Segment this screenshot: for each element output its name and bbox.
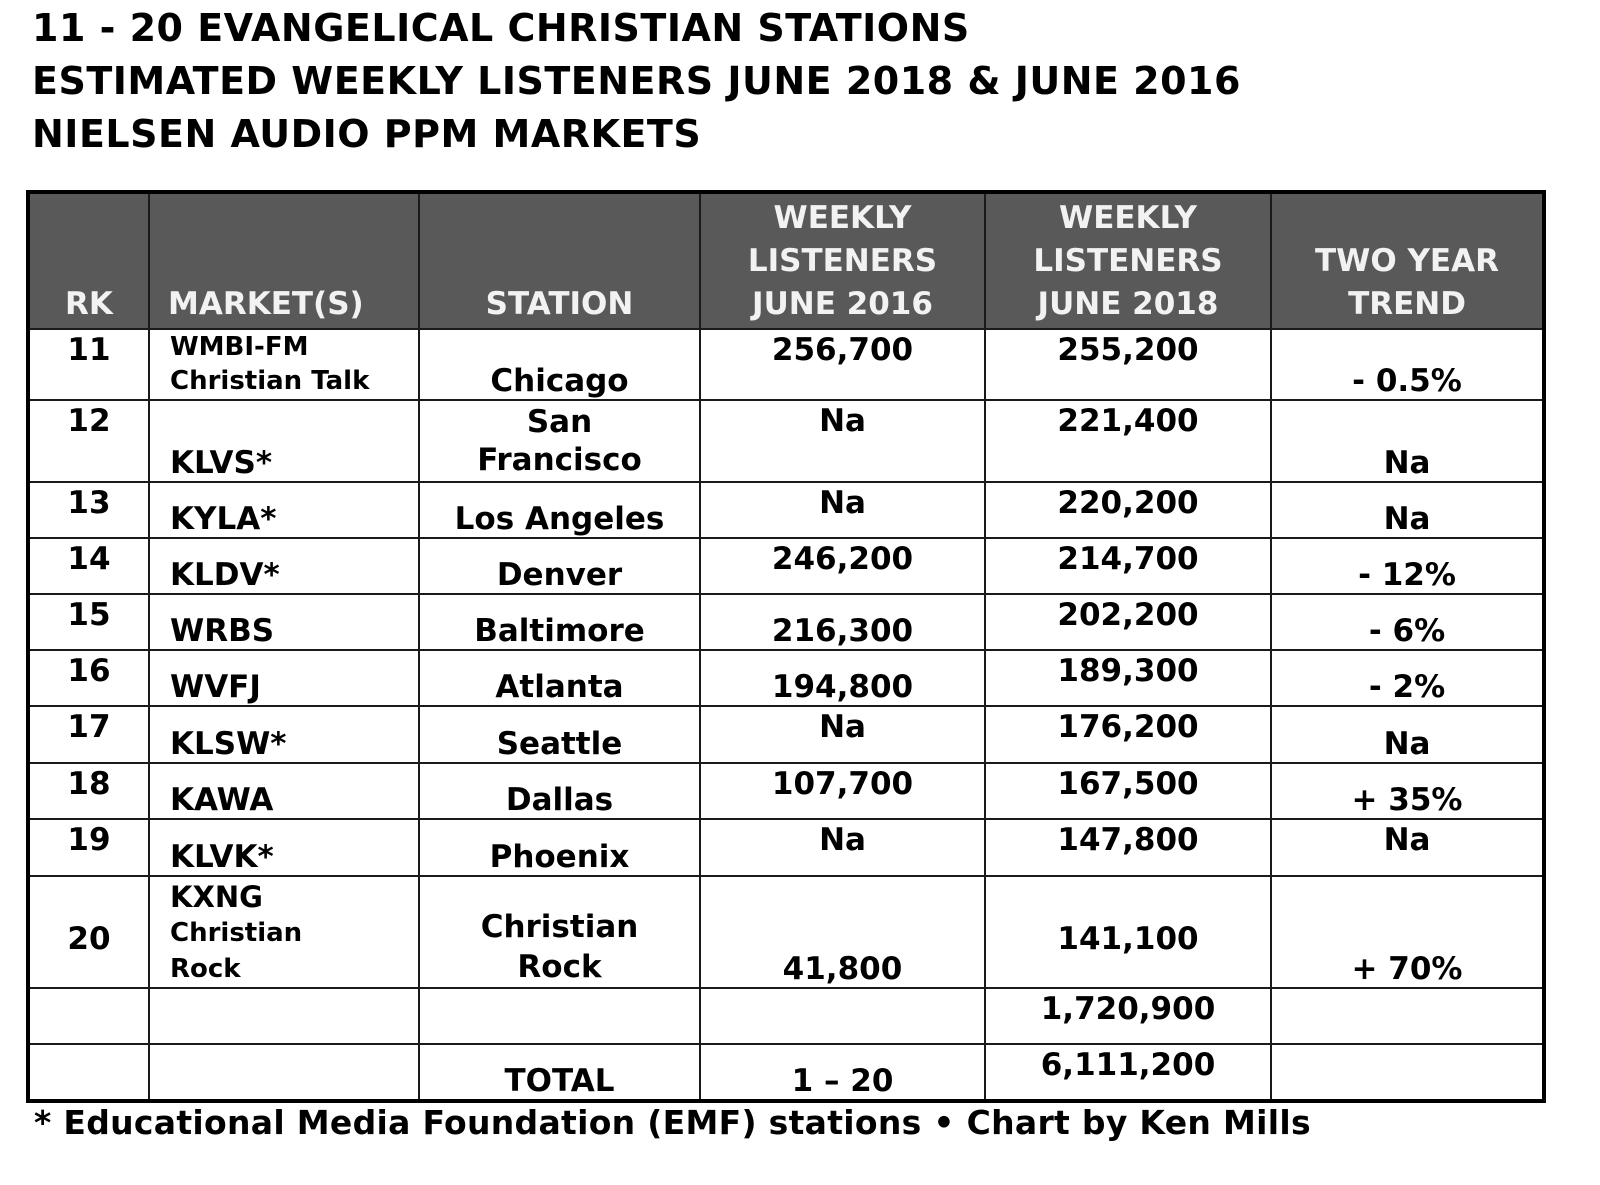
station-cell: San Francisco bbox=[418, 399, 701, 483]
rank-cell: 13 bbox=[27, 481, 150, 539]
trend-cell: Na bbox=[1270, 818, 1545, 877]
market-cell: KLVK* bbox=[148, 818, 420, 877]
trend-cell: - 2% bbox=[1270, 649, 1545, 707]
station-cell: Phoenix bbox=[418, 818, 701, 877]
total-2018-cell: 6,111,200 bbox=[984, 1043, 1272, 1102]
title-line-1: 11 - 20 EVANGELICAL CHRISTIAN STATIONS bbox=[32, 6, 970, 50]
market-cell: WVFJ bbox=[148, 649, 420, 707]
market-cell: KAWA bbox=[148, 762, 420, 820]
total-label-cell: TOTAL bbox=[418, 1043, 701, 1102]
trend-cell: + 70% bbox=[1270, 875, 1545, 989]
market-cell: KLVS* bbox=[148, 399, 420, 483]
table-row: 18 KAWA Dallas 107,700 167,500 + 35% bbox=[27, 762, 1545, 820]
listeners-2016-cell: 107,700 bbox=[699, 762, 986, 820]
listeners-table: RK MARKET(S) STATION WEEKLY LISTENERS JU… bbox=[26, 190, 1546, 1103]
listeners-2016-cell: 194,800 bbox=[699, 649, 986, 707]
station-cell: Los Angeles bbox=[418, 481, 701, 539]
table-row: 17 KLSW* Seattle Na 176,200 Na bbox=[27, 705, 1545, 764]
header-rk: RK bbox=[27, 191, 150, 330]
market-cell: WMBI-FM Christian Talk bbox=[148, 328, 420, 401]
table-row: 11 WMBI-FM Christian Talk Chicago 256,70… bbox=[27, 328, 1545, 401]
listeners-2016-cell: Na bbox=[699, 705, 986, 764]
subtotal-row: 1,720,900 bbox=[27, 987, 1545, 1045]
rank-cell: 18 bbox=[27, 762, 150, 820]
listeners-2018-cell: 220,200 bbox=[984, 481, 1272, 539]
rank-cell: 20 bbox=[27, 875, 150, 989]
market-cell: KXNG Christian Rock bbox=[148, 875, 420, 989]
header-weekly-2018: WEEKLY LISTENERS JUNE 2018 bbox=[984, 191, 1272, 330]
listeners-2018-cell: 255,200 bbox=[984, 328, 1272, 401]
header-row: RK MARKET(S) STATION WEEKLY LISTENERS JU… bbox=[27, 191, 1545, 330]
rank-cell: 16 bbox=[27, 649, 150, 707]
table-row: 12 KLVS* San Francisco Na 221,400 Na bbox=[27, 399, 1545, 483]
market-cell: KLSW* bbox=[148, 705, 420, 764]
rank-cell: 12 bbox=[27, 399, 150, 483]
table-row: 19 KLVK* Phoenix Na 147,800 Na bbox=[27, 818, 1545, 877]
total-row: TOTAL 1 – 20 6,111,200 bbox=[27, 1043, 1545, 1102]
table-row: 20 KXNG Christian Rock Christian Rock 41… bbox=[27, 875, 1545, 989]
subtotal-2018-cell: 1,720,900 bbox=[984, 987, 1272, 1045]
listeners-2018-cell: 189,300 bbox=[984, 649, 1272, 707]
header-station: STATION bbox=[418, 191, 701, 330]
trend-cell: - 0.5% bbox=[1270, 328, 1545, 401]
listeners-2016-cell: Na bbox=[699, 481, 986, 539]
station-cell: Denver bbox=[418, 537, 701, 595]
trend-cell: - 12% bbox=[1270, 537, 1545, 595]
trend-cell: + 35% bbox=[1270, 762, 1545, 820]
trend-cell: Na bbox=[1270, 705, 1545, 764]
header-two-year-trend: TWO YEAR TREND bbox=[1270, 191, 1545, 330]
station-cell: Chicago bbox=[418, 328, 701, 401]
rank-cell: 15 bbox=[27, 593, 150, 651]
listeners-2016-cell: 41,800 bbox=[699, 875, 986, 989]
station-cell: Baltimore bbox=[418, 593, 701, 651]
market-cell: KYLA* bbox=[148, 481, 420, 539]
listeners-2018-cell: 167,500 bbox=[984, 762, 1272, 820]
table-row: 13 KYLA* Los Angeles Na 220,200 Na bbox=[27, 481, 1545, 539]
listeners-2016-cell: Na bbox=[699, 818, 986, 877]
table-row: 16 WVFJ Atlanta 194,800 189,300 - 2% bbox=[27, 649, 1545, 707]
station-cell: Dallas bbox=[418, 762, 701, 820]
table-row: 15 WRBS Baltimore 216,300 202,200 - 6% bbox=[27, 593, 1545, 651]
total-range-cell: 1 – 20 bbox=[699, 1043, 986, 1102]
listeners-2016-cell: 246,200 bbox=[699, 537, 986, 595]
station-cell: Christian Rock bbox=[418, 875, 701, 989]
listeners-2018-cell: 176,200 bbox=[984, 705, 1272, 764]
listeners-2018-cell: 147,800 bbox=[984, 818, 1272, 877]
trend-cell: Na bbox=[1270, 399, 1545, 483]
title-line-3: NIELSEN AUDIO PPM MARKETS bbox=[32, 112, 702, 156]
station-cell: Atlanta bbox=[418, 649, 701, 707]
listeners-2018-cell: 221,400 bbox=[984, 399, 1272, 483]
listeners-2018-cell: 141,100 bbox=[984, 875, 1272, 989]
header-weekly-2016: WEEKLY LISTENERS JUNE 2016 bbox=[699, 191, 986, 330]
market-cell: KLDV* bbox=[148, 537, 420, 595]
trend-cell: - 6% bbox=[1270, 593, 1545, 651]
listeners-2018-cell: 214,700 bbox=[984, 537, 1272, 595]
rank-cell: 19 bbox=[27, 818, 150, 877]
footnote: * Educational Media Foundation (EMF) sta… bbox=[34, 1103, 1311, 1142]
title-line-2: ESTIMATED WEEKLY LISTENERS JUNE 2018 & J… bbox=[32, 59, 1241, 103]
listeners-2016-cell: 256,700 bbox=[699, 328, 986, 401]
rank-cell: 17 bbox=[27, 705, 150, 764]
listeners-2018-cell: 202,200 bbox=[984, 593, 1272, 651]
table-row: 14 KLDV* Denver 246,200 214,700 - 12% bbox=[27, 537, 1545, 595]
header-market: MARKET(S) bbox=[148, 191, 420, 330]
chart-title: 11 - 20 EVANGELICAL CHRISTIAN STATIONS E… bbox=[32, 2, 1241, 161]
station-cell: Seattle bbox=[418, 705, 701, 764]
rank-cell: 11 bbox=[27, 328, 150, 401]
listeners-2016-cell: Na bbox=[699, 399, 986, 483]
trend-cell: Na bbox=[1270, 481, 1545, 539]
rank-cell: 14 bbox=[27, 537, 150, 595]
market-cell: WRBS bbox=[148, 593, 420, 651]
listeners-2016-cell: 216,300 bbox=[699, 593, 986, 651]
